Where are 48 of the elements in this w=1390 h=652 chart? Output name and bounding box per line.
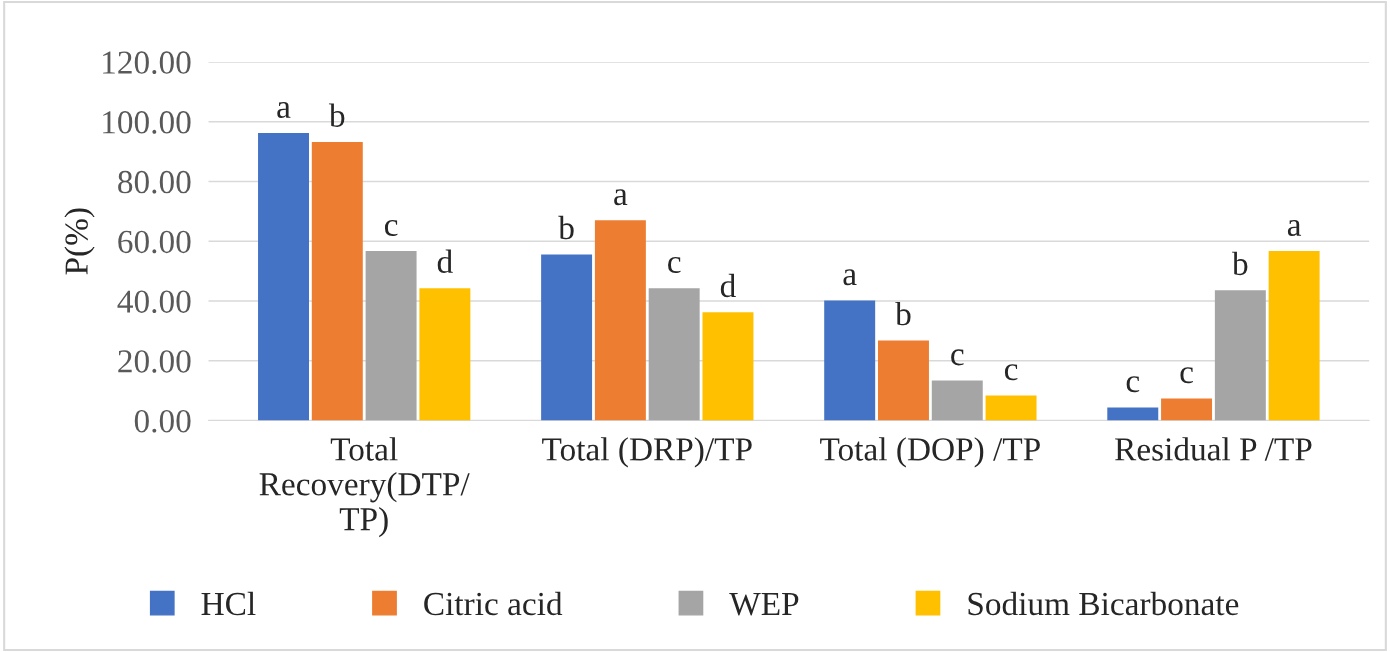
data-label: a: [843, 269, 857, 286]
data-label: b: [895, 301, 911, 326]
x-tick-label: Residual P /TP: [1115, 437, 1312, 461]
y-tick-label: 120.00: [103, 51, 191, 74]
y-tick-label: 60.00: [118, 230, 191, 254]
data-label: a: [614, 189, 628, 206]
data-label: c: [1180, 367, 1193, 384]
data-label: c: [384, 219, 398, 236]
bar: [541, 254, 593, 421]
y-tick-label: 20.00: [118, 350, 191, 373]
bar: [1214, 290, 1266, 421]
y-axis-title: P(%): [64, 208, 95, 275]
legend-label: Sodium Bicarbonate: [968, 591, 1239, 616]
data-label: b: [1232, 251, 1248, 276]
data-label: c: [951, 349, 964, 366]
bar: [985, 395, 1037, 421]
bar: [931, 380, 983, 421]
legend-label: WEP: [729, 593, 799, 616]
bar: [1161, 398, 1213, 421]
y-tick-label: 100.00: [103, 111, 191, 134]
data-label: b: [558, 215, 574, 240]
data-label: c: [1126, 376, 1140, 393]
y-tick-label: 40.00: [117, 290, 191, 314]
legend-label: Citric acid: [424, 591, 563, 616]
data-label: b: [328, 103, 345, 127]
legend-label: HCl: [201, 591, 256, 616]
y-tick-label: 80.00: [118, 170, 191, 194]
bar: [365, 251, 417, 421]
data-label: a: [277, 101, 291, 118]
bar: [1107, 407, 1159, 421]
data-label: c: [668, 257, 681, 274]
bar: [1268, 251, 1320, 421]
bar: [311, 142, 363, 421]
bar: [419, 288, 471, 421]
data-label: d: [720, 273, 736, 298]
data-label: d: [437, 249, 453, 274]
x-tick-label: Total (DOP) /TP: [820, 437, 1040, 468]
bar: [824, 300, 876, 421]
x-tick-label: Total (DRP)/TP: [542, 437, 752, 468]
data-label: a: [1287, 220, 1302, 236]
data-label: c: [1004, 364, 1018, 381]
y-tick-label: 0.00: [134, 409, 191, 433]
x-tick-label: Total Recovery(DTP/ TP): [259, 437, 470, 538]
bar: [648, 288, 700, 421]
bar: [702, 312, 754, 421]
bar: [258, 133, 309, 421]
bar: [878, 340, 929, 421]
bar: [594, 220, 646, 421]
